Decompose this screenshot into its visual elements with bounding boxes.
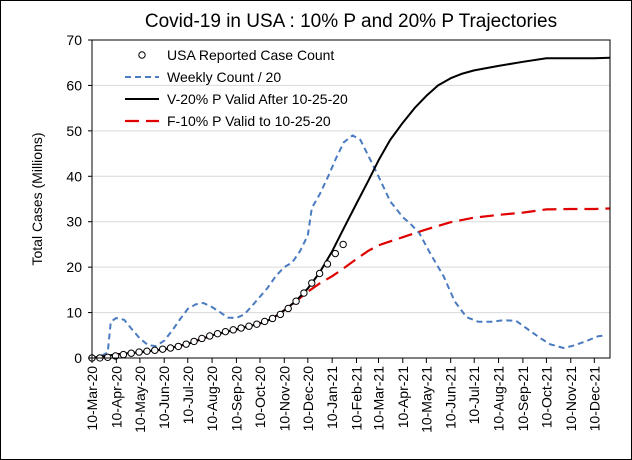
data-point-usa-reported-case-count [229,326,237,334]
data-point-usa-reported-case-count [198,334,206,343]
y-tick-label: 30 [66,214,82,230]
x-tick-label: 10-Apr-20 [108,366,124,428]
data-point-usa-reported-case-count [260,317,269,326]
data-point-usa-reported-case-count [127,349,135,357]
y-axis-label: Total Cases (Millions) [29,132,45,265]
data-point-usa-reported-case-count [206,332,214,340]
y-tick-label: 10 [66,305,82,321]
x-tick-label: 10-Jun-21 [443,366,459,429]
data-point-usa-reported-case-count [331,249,340,258]
y-tick-label: 20 [66,259,82,275]
x-tick-label: 10-Feb-21 [348,366,364,431]
x-tick-label: 10-Mar-21 [370,366,386,431]
plot-area-frame [91,39,611,359]
y-tick-label: 0 [74,350,82,366]
x-tick-label: 10-Jul-21 [466,366,482,425]
x-tick-label: 10-Oct-21 [538,366,554,428]
data-point-usa-reported-case-count [119,350,128,359]
x-tick-label: 10-Apr-21 [395,366,411,428]
data-point-usa-reported-case-count [315,269,324,278]
x-tick-label: 10-Dec-20 [300,366,316,432]
axes: 0 10 20 30 40 50 60 70 10-Mar-20 10-Apr-20 10-May-… [66,32,611,433]
data-point-usa-reported-case-count [135,348,143,356]
data-point-usa-reported-case-count [268,314,277,323]
x-tick-label: 10-Jul-20 [180,366,196,425]
x-tick-label: 10-Aug-20 [204,366,220,432]
legend-label-v-20-p-valid-after-10-25-20: V-20% P Valid After 10-25-20 [167,91,348,107]
data-point-usa-reported-case-count [300,289,308,297]
x-tick-label: 10-Sep-21 [515,366,531,432]
data-point-usa-reported-case-count [308,279,316,287]
y-tick-label: 70 [66,32,82,48]
x-tick-label: 10-May-20 [132,366,148,433]
legend: USA Reported Case Count Weekly Count / 20… [125,47,348,129]
legend-label-f-10-p-valid-to-10-25-20: F-10% P Valid to 10-25-20 [167,113,331,129]
data-point-usa-reported-case-count [292,297,300,305]
data-point-usa-reported-case-count [221,327,230,336]
x-tick-label: 10-Mar-20 [84,366,100,431]
data-point-usa-reported-case-count [276,310,285,319]
data-point-usa-reported-case-count [190,337,198,346]
data-point-usa-reported-case-count [213,329,222,338]
x-tick-label: 10-Nov-21 [563,366,579,432]
data-point-usa-reported-case-count [182,340,190,348]
y-tick-label: 60 [66,77,82,93]
series-line-weekly-count-20 [91,134,607,359]
data-point-usa-reported-case-count [245,322,253,330]
data-point-usa-reported-case-count [151,346,159,354]
data-point-usa-reported-case-count [143,347,151,355]
x-tick-label: 10-Nov-20 [276,366,292,432]
data-point-usa-reported-case-count [174,342,183,351]
data-point-usa-reported-case-count [158,345,167,353]
data-point-usa-reported-case-count [166,344,175,352]
legend-marker-usa-reported-case-count [138,51,146,59]
data-point-usa-reported-case-count [253,320,261,328]
series-layer [88,56,611,362]
data-point-usa-reported-case-count [323,260,332,268]
data-point-usa-reported-case-count [237,324,245,332]
chart-title: Covid-19 in USA : 10% P and 20% P Trajec… [145,11,557,32]
y-tick-label: 40 [66,168,82,184]
x-tick-label: 10-Oct-20 [252,366,268,428]
data-point-usa-reported-case-count [284,304,292,313]
x-tick-label: 10-Jun-20 [156,366,172,429]
x-tick-label: 10-May-21 [418,366,434,433]
y-tick-label: 50 [66,123,82,139]
x-tick-label: 10-Dec-21 [586,366,602,432]
x-tick-label: 10-Jan-21 [324,366,340,429]
x-tick-label: 10-Aug-21 [491,366,507,432]
data-point-usa-reported-case-count [339,240,347,249]
data-point-usa-reported-case-count [103,353,112,362]
legend-label-usa-reported-case-count: USA Reported Case Count [167,47,334,63]
x-tick-label: 10-Sep-20 [228,366,244,432]
legend-label-weekly-count-20: Weekly Count / 20 [167,69,281,85]
